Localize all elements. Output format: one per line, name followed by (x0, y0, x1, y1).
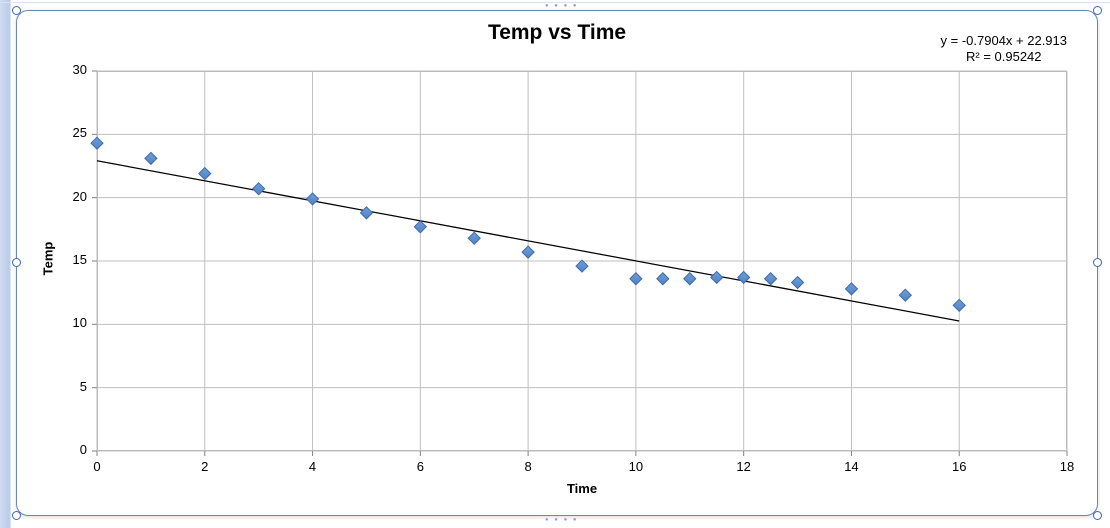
plot-area (97, 71, 1067, 451)
screenshot-root: ● ● ● ● ● ● ● ● Temp vs Time y = -0.7904… (0, 0, 1110, 528)
selection-handle[interactable] (1093, 511, 1102, 520)
xtick-label: 18 (1055, 459, 1079, 474)
trendline-label: y = -0.7904x + 22.913 R² = 0.95242 (941, 33, 1067, 66)
selection-handle[interactable] (12, 511, 21, 520)
chart-title: Temp vs Time (17, 21, 1097, 45)
xtick-label: 2 (193, 459, 217, 474)
ytick-label: 10 (59, 315, 87, 330)
selection-handle[interactable] (1093, 258, 1102, 267)
ytick-label: 0 (59, 442, 87, 457)
trendline-r2: R² = 0.95242 (941, 49, 1067, 65)
chart-svg (97, 71, 1067, 451)
x-axis-label: Time (97, 481, 1067, 496)
ytick-label: 25 (59, 125, 87, 140)
xtick-label: 0 (85, 459, 109, 474)
xtick-label: 14 (839, 459, 863, 474)
xtick-label: 4 (301, 459, 325, 474)
y-axis-label: Temp (41, 234, 56, 284)
selection-dots-bottom: ● ● ● ● (545, 517, 579, 523)
ytick-label: 30 (59, 62, 87, 77)
xtick-label: 12 (732, 459, 756, 474)
ytick-label: 5 (59, 379, 87, 394)
ytick-label: 20 (59, 189, 87, 204)
selection-handle[interactable] (12, 258, 21, 267)
ytick-label: 15 (59, 252, 87, 267)
xtick-label: 16 (947, 459, 971, 474)
selection-handle[interactable] (1093, 6, 1102, 15)
xtick-label: 8 (516, 459, 540, 474)
chart-object[interactable]: ● ● ● ● ● ● ● ● Temp vs Time y = -0.7904… (16, 10, 1098, 516)
selection-handle[interactable] (12, 6, 21, 15)
spreadsheet-gridline (10, 0, 11, 528)
xtick-label: 10 (624, 459, 648, 474)
trendline-equation: y = -0.7904x + 22.913 (941, 33, 1067, 49)
selection-dots-top: ● ● ● ● (545, 3, 579, 9)
xtick-label: 6 (408, 459, 432, 474)
